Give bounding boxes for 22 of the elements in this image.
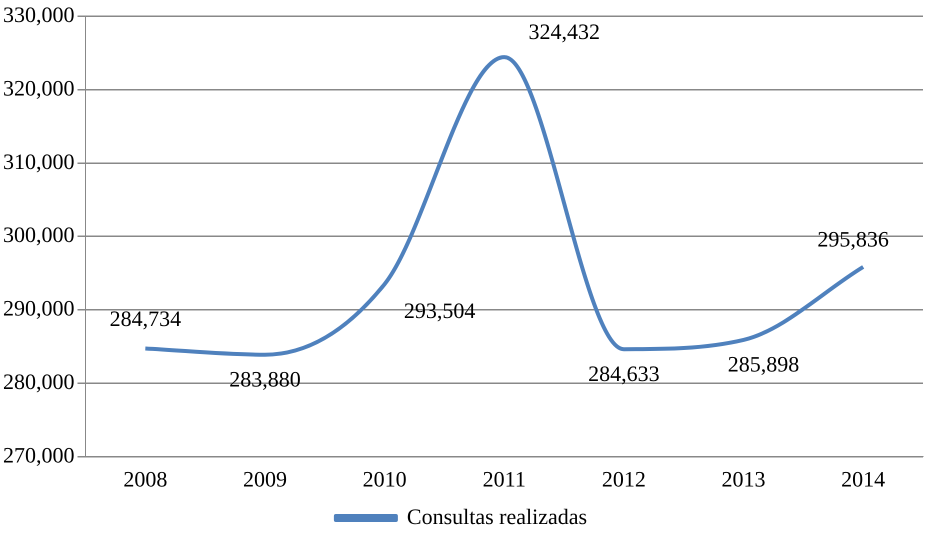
y-tick-label: 310,000 — [3, 148, 74, 174]
x-tick-label: 2011 — [482, 466, 526, 492]
text: 295,836 — [817, 226, 889, 252]
x-tick-label: 2010 — [362, 466, 407, 492]
text: 293,504 — [404, 298, 476, 323]
text: 283,880 — [229, 366, 301, 392]
y-tick-label: 300,000 — [3, 222, 74, 248]
y-tick-label: 320,000 — [3, 75, 74, 100]
y-tick-label: 330,000 — [3, 2, 74, 27]
legend-label: Consultas realizadas — [406, 504, 588, 529]
text: 284,633 — [588, 360, 660, 386]
x-tick-label: 2014 — [841, 466, 886, 492]
x-tick-label: 2012 — [602, 466, 646, 492]
text: 284,734 — [110, 306, 182, 332]
x-tick-label: 2008 — [123, 466, 168, 492]
text: 324,432 — [528, 18, 600, 44]
y-tick-label: 280,000 — [3, 368, 74, 394]
y-tick-label: 270,000 — [3, 442, 74, 468]
x-tick-label: 2013 — [722, 466, 766, 492]
text: 285,898 — [728, 352, 800, 377]
y-tick-label: 290,000 — [3, 296, 74, 321]
x-tick-label: 2009 — [242, 466, 287, 492]
